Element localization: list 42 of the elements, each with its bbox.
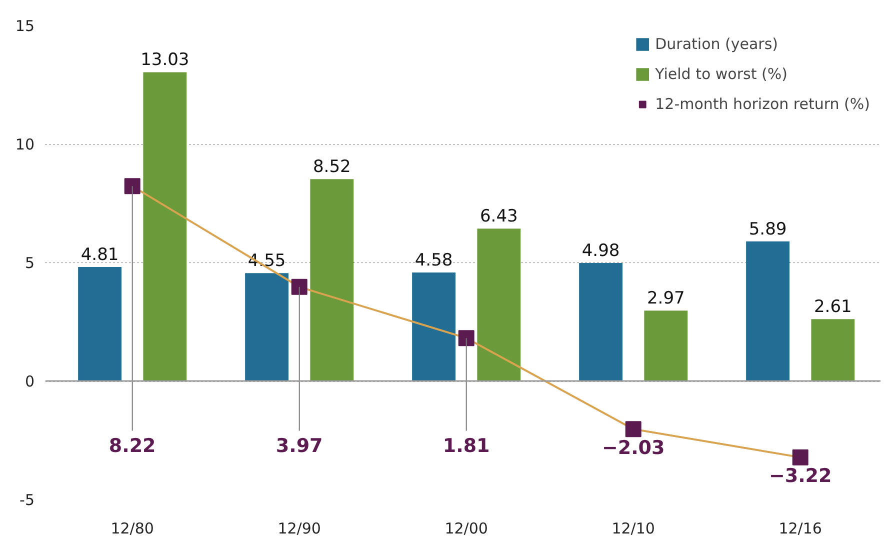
x-tick-label: 12/16 [778, 520, 822, 538]
x-tick-label: 12/00 [444, 520, 488, 538]
point [458, 330, 474, 346]
bar [245, 273, 288, 381]
y-tick-label: 5 [24, 254, 35, 272]
data-label: 2.61 [814, 297, 852, 318]
bar [746, 241, 790, 381]
point [291, 278, 308, 295]
x-tick-label: 12/80 [110, 520, 154, 538]
data-label: 4.98 [582, 240, 620, 261]
annotation: 1.81 [442, 434, 490, 457]
point [124, 178, 140, 194]
x-tick-label: 12/90 [278, 520, 321, 538]
bar [477, 228, 521, 381]
y-tick-label: 15 [15, 17, 35, 35]
data-label: −3.22 [768, 464, 832, 487]
y-tick-label: 0 [24, 372, 35, 390]
bar [811, 319, 855, 381]
data-label: 4.81 [80, 244, 119, 265]
data-label: 13.03 [140, 50, 190, 70]
data-label: 6.43 [480, 206, 518, 226]
bar [310, 179, 354, 381]
data-label: 2.97 [646, 288, 685, 308]
legend-label: 12-month horizon return (%) [655, 95, 870, 113]
bar [412, 272, 456, 381]
legend-label: Yield to worst (%) [655, 65, 788, 83]
bar [78, 267, 122, 381]
x-tick-label: 12/10 [612, 520, 655, 538]
data-label: 8.52 [312, 156, 351, 177]
y-tick-label: 10 [15, 136, 35, 154]
annotation: 8.22 [108, 434, 156, 457]
data-label: −2.03 [602, 436, 665, 459]
point [792, 449, 808, 466]
y-tick-label: -5 [20, 491, 35, 509]
legend-label: Duration (years) [655, 35, 778, 53]
bar [579, 262, 622, 381]
data-label: 4.58 [414, 250, 453, 270]
annotation: 3.97 [276, 434, 323, 457]
bar [143, 72, 187, 381]
data-label: 5.89 [748, 219, 787, 240]
bar [644, 310, 688, 381]
point [625, 421, 642, 438]
